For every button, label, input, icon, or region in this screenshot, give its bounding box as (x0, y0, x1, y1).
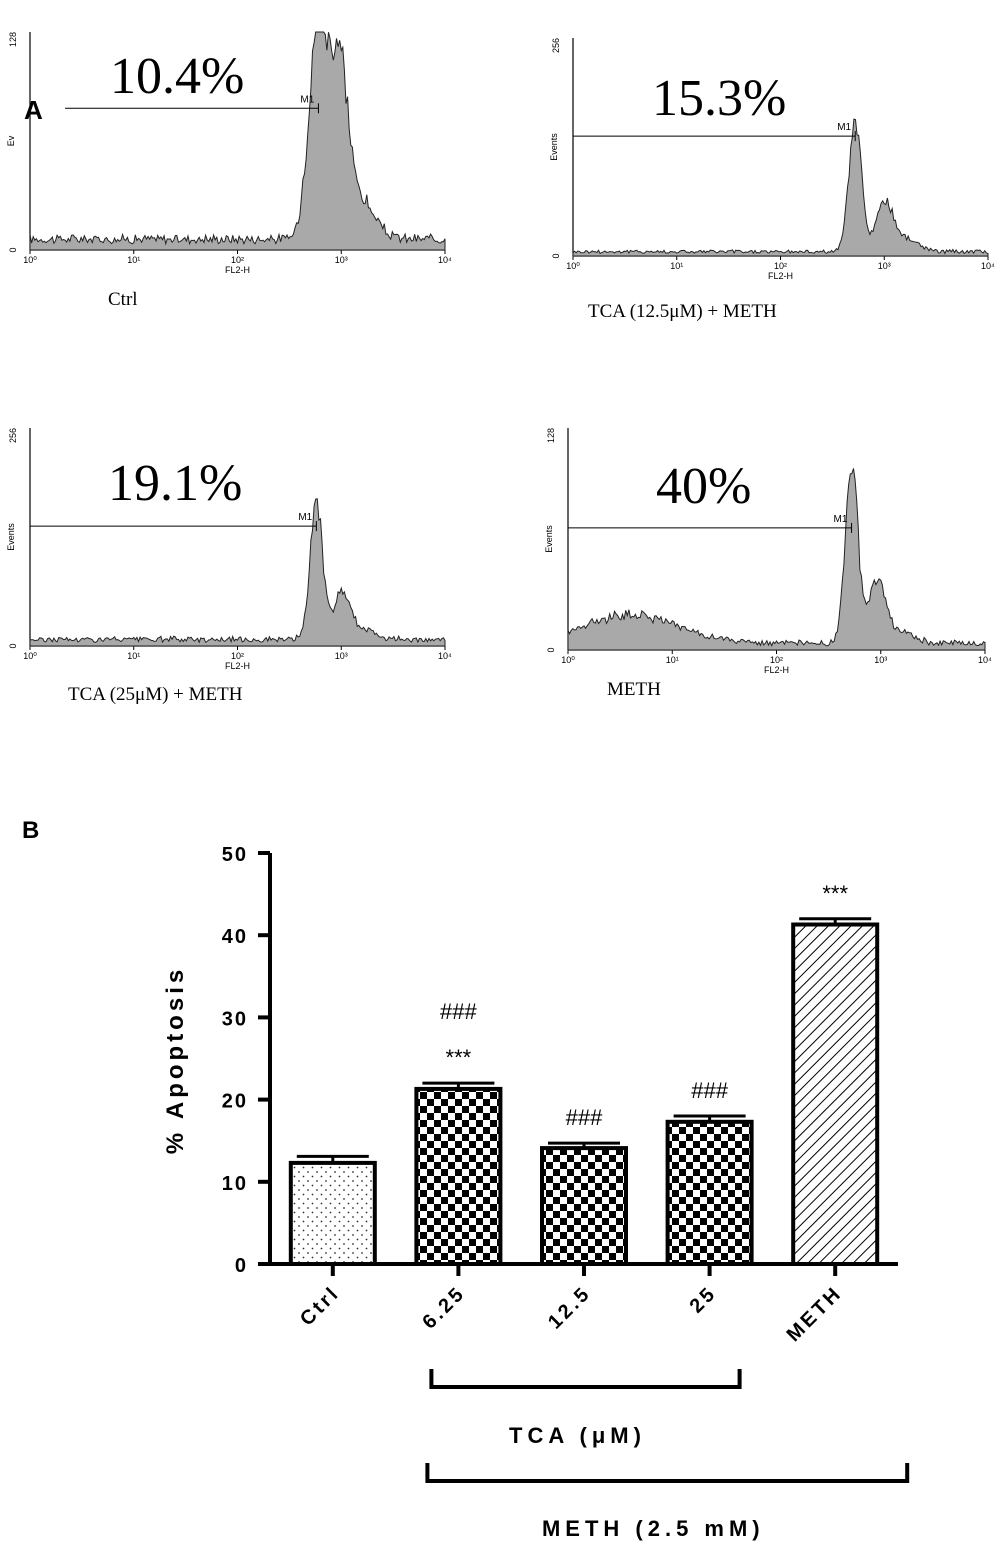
y-tick-label: 30 (222, 1008, 248, 1030)
histogram-tca25: 256 0 Events 10⁰ 10¹ 10² 10³ 10⁴ FL2-H M1 19.1% TCA… (6, 428, 452, 705)
x-tick-label: 10² (770, 655, 783, 665)
panel-a: 128 0 Ev 10⁰ 10¹ 10² 10³ 10⁴ FL2-H M1 10.4% Ctrl 256… (6, 31, 995, 705)
x-tick-label: 10² (231, 255, 244, 265)
m1-marker-label: M1 (300, 94, 314, 105)
y-max-label: 128 (546, 428, 556, 443)
bar-meth (791, 922, 880, 1266)
histogram-caption: TCA (25μM) + METH (68, 684, 243, 705)
group-bracket (429, 1369, 742, 1389)
panel-b-label: B (22, 817, 39, 844)
m1-marker-label: M1 (837, 122, 851, 133)
x-tick-label: 6.25 (418, 1282, 470, 1334)
histogram-area (29, 31, 446, 251)
y-max-label: 256 (8, 428, 18, 443)
x-tick-label: Ctrl (296, 1282, 344, 1330)
bar-12-5 (540, 1146, 628, 1267)
histogram-meth: 128 0 Events 10⁰ 10¹ 10² 10³ 10⁴ FL2-H M1 40% METH (544, 428, 992, 700)
bracket-label: TCA (μM) (509, 1423, 646, 1448)
y-tick-label: 20 (222, 1091, 248, 1113)
x-axis-label: FL2-H (764, 665, 789, 675)
x-tick-label: 10³ (335, 651, 348, 661)
y-max-label: 256 (551, 38, 561, 53)
m1-marker-label: M1 (834, 514, 848, 525)
bar-6-25 (414, 1086, 503, 1266)
significance-marker: ### (440, 999, 477, 1024)
x-tick-label: 10⁰ (561, 655, 575, 665)
y-axis-label: Events (6, 523, 16, 551)
histogram-area (572, 118, 989, 257)
y-axis-label: Ev (6, 135, 16, 146)
histogram-area (567, 468, 986, 651)
bracket-label: METH (2.5 mM) (542, 1516, 765, 1541)
significance-marker: ### (691, 1078, 728, 1103)
x-tick-label: 10³ (874, 655, 887, 665)
x-tick-label: 10⁰ (23, 651, 37, 661)
x-tick-label: 10⁰ (23, 255, 37, 265)
x-axis-label: FL2-H (225, 661, 250, 671)
y-axis-label: Events (544, 525, 554, 553)
histogram-caption: TCA (12.5μM) + METH (588, 301, 777, 322)
x-axis-label: FL2-H (768, 271, 793, 281)
panel-a-label: A (24, 95, 43, 125)
percent-label: 40% (656, 458, 751, 515)
x-tick-label: 10³ (878, 261, 891, 271)
x-tick-label: 10⁴ (438, 255, 452, 265)
y-tick-label: 50 (222, 844, 248, 866)
panel-b-bar-chart: B 0 10 20 30 40 50 % Apoptosis Ctrl 6.25 ### *** 12.… (22, 817, 910, 1541)
x-tick-label: 10⁰ (566, 261, 580, 271)
group-bracket (425, 1463, 910, 1483)
x-axis-label: FL2-H (225, 265, 250, 275)
x-tick-label: 10¹ (670, 261, 683, 271)
histogram-tca125: 256 0 Events 10⁰ 10¹ 10² 10³ 10⁴ FL2-H M1 15.3% TCA… (549, 38, 995, 322)
percent-label: 19.1% (108, 455, 242, 512)
x-tick-label: 10⁴ (438, 651, 452, 661)
y-zero-label: 0 (8, 643, 18, 648)
x-tick-label: METH (783, 1282, 847, 1346)
histogram-area (29, 498, 446, 647)
x-tick-label: 12.5 (544, 1282, 596, 1334)
y-zero-label: 0 (546, 647, 556, 652)
x-tick-label: 10² (231, 651, 244, 661)
x-tick-label: 10¹ (127, 651, 140, 661)
y-zero-label: 0 (551, 253, 561, 258)
y-max-label: 128 (8, 32, 18, 47)
m1-marker-label: M1 (298, 512, 312, 523)
x-tick-label: 10³ (335, 255, 348, 265)
percent-label: 15.3% (652, 70, 786, 127)
y-zero-label: 0 (8, 247, 18, 252)
x-tick-label: 10¹ (127, 255, 140, 265)
y-tick-label: 0 (235, 1255, 248, 1277)
y-tick-label: 10 (222, 1173, 248, 1195)
x-tick-label: 10⁴ (981, 261, 995, 271)
significance-marker: *** (446, 1045, 472, 1070)
x-tick-label: 10⁴ (978, 655, 992, 665)
histogram-caption: METH (607, 679, 661, 700)
histogram-caption: Ctrl (108, 289, 138, 310)
bar-ctrl (288, 1160, 377, 1267)
x-tick-label: 25 (686, 1282, 722, 1318)
histogram-ctrl: 128 0 Ev 10⁰ 10¹ 10² 10³ 10⁴ FL2-H M1 10.4% Ctrl (6, 31, 452, 310)
bar-25 (665, 1119, 754, 1266)
y-tick-label: 40 (222, 926, 248, 948)
y-axis-label: % Apoptosis (162, 966, 189, 1154)
percent-label: 10.4% (110, 48, 244, 105)
y-axis-label: Events (549, 133, 559, 161)
significance-marker: ### (566, 1105, 603, 1130)
x-tick-label: 10¹ (666, 655, 679, 665)
significance-marker: *** (822, 881, 848, 906)
x-tick-label: 10² (774, 261, 787, 271)
